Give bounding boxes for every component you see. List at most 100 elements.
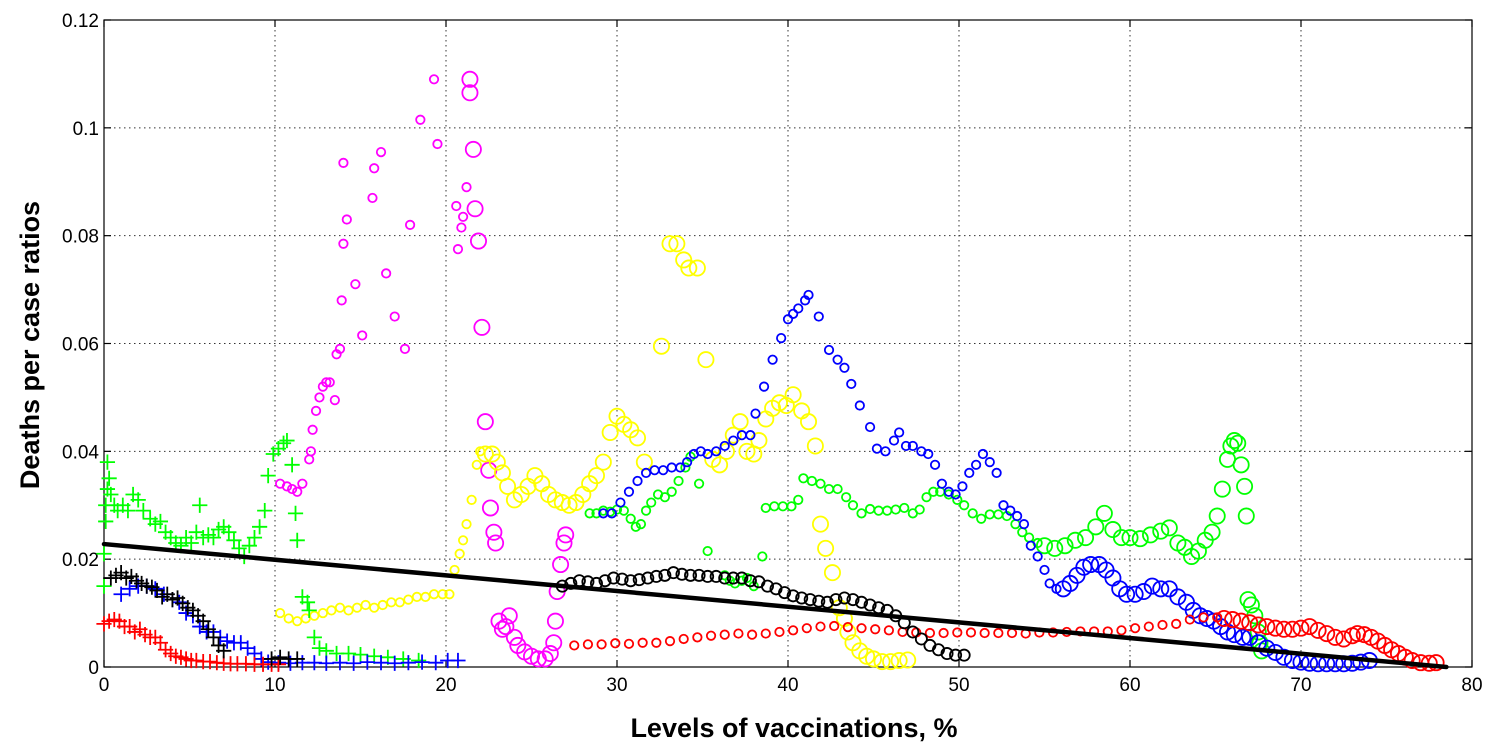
data-point: [865, 650, 883, 668]
data-point: [811, 515, 829, 533]
data-point: [717, 442, 735, 460]
data-point: [1232, 612, 1250, 630]
data-point: [381, 268, 392, 279]
data-point: [750, 408, 761, 419]
data-point: [1112, 529, 1130, 547]
data-point: [394, 597, 405, 608]
data-point: [624, 574, 638, 588]
data-point: [411, 591, 423, 603]
data-point: [1352, 653, 1370, 671]
y-tick-label: 0.12: [62, 11, 99, 32]
data-point: [1309, 655, 1327, 673]
data-point: [205, 530, 222, 546]
data-point: [505, 628, 523, 646]
data-point: [1301, 654, 1319, 672]
data-point: [812, 594, 826, 608]
axis-ticks: 0 10 20 30 40 50 60 70 80 0 0.02 0.04 0.06 0.08 0.1 0.1…: [62, 11, 1483, 696]
data-point: [1283, 620, 1301, 638]
data-point: [377, 599, 388, 611]
data-point: [965, 627, 977, 638]
x-tick-label: 80: [1461, 675, 1482, 696]
data-point: [829, 593, 843, 607]
data-point: [823, 483, 835, 495]
data-point: [829, 620, 840, 632]
data-point: [984, 457, 995, 468]
data-point: [360, 599, 371, 611]
data-point: [984, 509, 995, 520]
data-point: [1241, 614, 1259, 632]
data-point: [1126, 585, 1144, 603]
data-point: [147, 581, 163, 597]
data-point: [666, 566, 680, 580]
data-point: [1160, 519, 1178, 537]
data-point: [1208, 507, 1226, 525]
data-point: [317, 607, 328, 619]
data-point: [359, 654, 375, 670]
data-point: [457, 211, 469, 222]
data-point: [493, 620, 511, 638]
data-point: [711, 456, 729, 474]
data-point: [369, 602, 380, 613]
data-point: [661, 235, 679, 253]
data-point: [428, 655, 444, 671]
data-point: [299, 594, 316, 610]
data-point: [367, 192, 378, 204]
data-point: [906, 625, 920, 639]
data-point: [188, 652, 204, 669]
data-point: [587, 467, 605, 485]
data-point: [651, 637, 662, 648]
data-point: [329, 395, 340, 406]
data-point: [854, 400, 865, 411]
data-point: [1143, 621, 1154, 632]
data-point: [545, 634, 563, 652]
data-point: [1215, 609, 1233, 627]
data-point: [135, 503, 151, 519]
data-point: [309, 610, 320, 621]
data-point: [451, 200, 462, 212]
data-point: [1130, 623, 1141, 634]
data-point: [658, 568, 672, 582]
data-point: [415, 114, 426, 125]
data-point: [1044, 578, 1055, 589]
data-point: [476, 445, 494, 463]
data-point: [1184, 614, 1195, 625]
data-point: [420, 591, 431, 603]
y-axis-label: Deaths per case ratios: [15, 201, 45, 489]
data-point: [659, 492, 670, 503]
data-point: [286, 483, 298, 495]
y-tick-label: 0.08: [62, 227, 99, 248]
data-point: [598, 574, 612, 588]
data-point: [450, 652, 466, 669]
data-point: [1198, 612, 1209, 623]
data-point: [461, 182, 472, 193]
data-point: [428, 74, 440, 85]
data-point: [938, 627, 949, 639]
data-point: [719, 629, 730, 640]
data-point: [399, 343, 411, 354]
data-point: [1237, 507, 1255, 525]
data-point: [678, 633, 689, 645]
data-point: [864, 503, 876, 515]
data-point: [832, 483, 843, 495]
data-point: [341, 214, 352, 225]
data-point: [784, 386, 802, 404]
data-point: [357, 330, 368, 341]
data-point: [682, 457, 693, 468]
series-8: [598, 289, 1062, 594]
data-point: [456, 222, 467, 233]
data-point: [641, 571, 655, 585]
data-point: [652, 337, 670, 355]
data-point: [373, 655, 389, 671]
data-point: [871, 443, 883, 454]
data-point: [500, 607, 518, 625]
data-point: [1242, 596, 1260, 614]
series-14: [555, 566, 971, 662]
data-point: [219, 633, 235, 649]
data-point: [279, 432, 295, 449]
data-point: [921, 492, 932, 503]
data-point: [701, 569, 715, 583]
data-point: [731, 413, 749, 431]
data-point: [899, 502, 910, 514]
data-point: [1203, 523, 1221, 541]
data-point: [1318, 625, 1336, 643]
